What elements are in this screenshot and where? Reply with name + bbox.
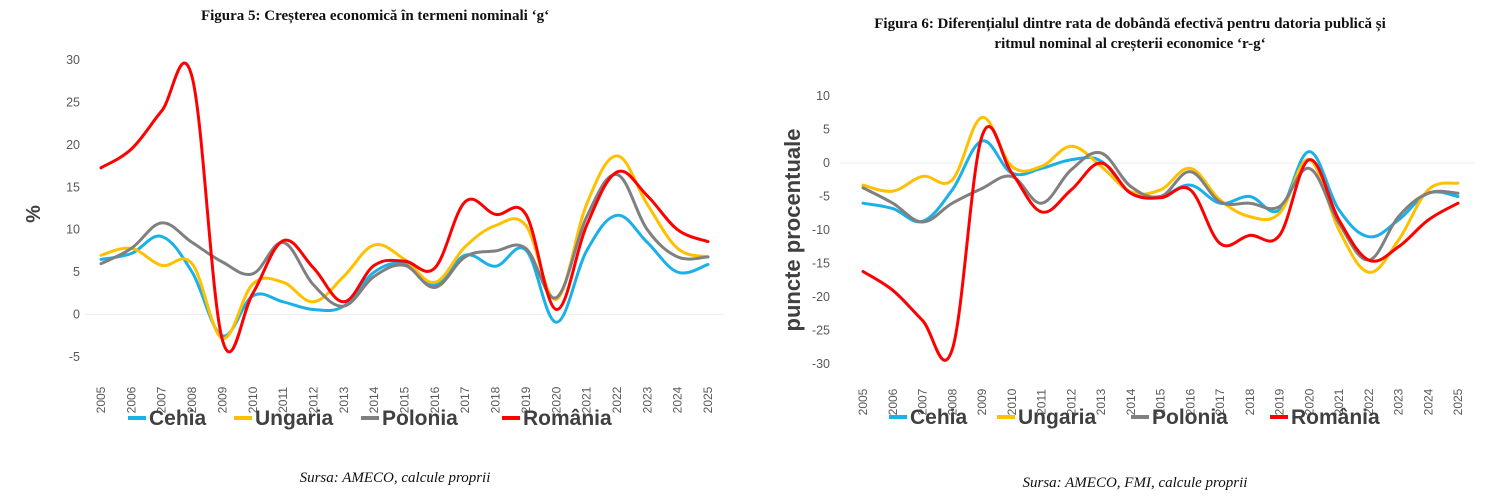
legend-item-polonia: Polonia: [1131, 406, 1228, 429]
x-tick-label: 2020: [549, 386, 563, 413]
y-tick-label: -10: [812, 223, 830, 237]
y-tick-label: 5: [823, 123, 830, 137]
legend-item-cehia: Cehia: [128, 407, 207, 430]
x-tick-label: 2012: [1064, 388, 1078, 415]
legend-label: Ungaria: [1018, 406, 1097, 429]
y-tick-label: 0: [73, 308, 80, 322]
x-tick-label: 2013: [337, 386, 351, 413]
x-tick-label: 2022: [1362, 388, 1376, 415]
x-tick-label: 2015: [1154, 388, 1168, 415]
left-chart-title: Figura 5: Creșterea economică în termeni…: [200, 8, 550, 24]
x-tick-label: 2024: [1421, 388, 1435, 415]
series-line-ungaria: [861, 115, 1460, 274]
x-tick-label: 2005: [856, 388, 870, 415]
y-tick-label: 10: [816, 89, 830, 103]
x-tick-label: 2008: [945, 388, 959, 415]
right-chart: 10 5 0 -5 -10 -15 -20 -25 -30 2005 2006 2007 2008 200…: [780, 89, 1475, 429]
x-tick-label: 2020: [1302, 388, 1316, 415]
series-line-ungaria: [99, 154, 710, 340]
y-tick-label: 20: [66, 138, 80, 152]
legend-label: Cehia: [910, 406, 968, 429]
x-tick-label: 2011: [276, 387, 290, 413]
x-tick-label: 2017: [1213, 388, 1227, 415]
x-tick-label: 2025: [701, 386, 715, 413]
y-tick-label: 30: [66, 53, 80, 67]
series-line-polonia: [99, 173, 710, 308]
legend-item-ungaria: Ungaria: [997, 406, 1097, 429]
x-tick-label: 2023: [1392, 388, 1406, 415]
x-tick-label: 2022: [610, 386, 624, 413]
x-tick-label: 2009: [215, 386, 229, 413]
legend-item-romnia: România: [1270, 406, 1380, 429]
x-tick-label: 2015: [398, 386, 412, 413]
y-tick-label: -20: [812, 290, 830, 304]
legend-label: România: [523, 407, 612, 430]
series-line-polonia: [861, 150, 1460, 262]
x-tick-label: 2025: [1451, 388, 1465, 415]
y-axis-label: puncte procentuale: [780, 129, 805, 332]
x-tick-label: 2010: [1005, 388, 1019, 415]
right-chart-title: Figura 6: Diferențialul dintre rata de d…: [760, 14, 1500, 54]
right-chart-source: Sursa: AMECO, FMI, calcule proprii: [1022, 475, 1248, 491]
x-tick-label: 2014: [1124, 388, 1138, 415]
legend-item-cehia: Cehia: [889, 406, 968, 429]
legend-item-ungaria: Ungaria: [234, 407, 334, 430]
x-tick-label: 2011: [1035, 389, 1049, 415]
series-line-cehia: [99, 213, 710, 338]
x-tick-label: 2018: [489, 386, 503, 413]
x-tick-label: 2016: [428, 386, 442, 413]
y-tick-label: 10: [66, 223, 80, 237]
y-tick-label: -30: [812, 357, 830, 371]
y-axis-label: %: [23, 205, 45, 223]
y-tick-label: 15: [66, 180, 80, 194]
x-tick-label: 2012: [307, 386, 321, 413]
y-tick-label: -25: [812, 324, 830, 338]
x-tick-label: 2008: [185, 386, 199, 413]
x-tick-label: 2016: [1183, 388, 1197, 415]
right-chart-title-line-2: ritmul nominal al creșterii economice ‘r…: [994, 36, 1266, 52]
x-tick-label: 2006: [886, 388, 900, 415]
x-tick-label: 2006: [124, 386, 138, 413]
series-line-romnia: [861, 125, 1460, 362]
x-tick-label: 2005: [94, 386, 108, 413]
y-tick-label: 25: [66, 95, 80, 109]
x-tick-label: 2013: [1094, 388, 1108, 415]
x-tick-label: 2014: [367, 386, 381, 413]
x-tick-label: 2010: [246, 386, 260, 413]
y-tick-label: -15: [812, 257, 830, 271]
y-tick-label: -5: [819, 190, 830, 204]
legend-label: Polonia: [1152, 406, 1228, 429]
y-tick-label: 0: [823, 156, 830, 170]
legend-label: Ungaria: [255, 407, 334, 430]
x-tick-label: 2007: [155, 386, 169, 413]
x-tick-label: 2018: [1243, 388, 1257, 415]
left-chart-source: Sursa: AMECO, calcule proprii: [299, 470, 491, 486]
x-tick-label: 2009: [975, 388, 989, 415]
x-tick-label: 2021: [1332, 388, 1346, 415]
legend-label: România: [1291, 406, 1380, 429]
x-tick-label: 2019: [519, 386, 533, 413]
series-line-romnia: [99, 61, 710, 354]
legend-label: Cehia: [149, 407, 207, 430]
y-tick-label: 5: [73, 265, 80, 279]
x-tick-label: 2017: [458, 386, 472, 413]
y-tick-label: -5: [69, 350, 80, 364]
x-tick-label: 2007: [916, 388, 930, 415]
x-tick-label: 2021: [580, 386, 594, 413]
x-tick-label: 2024: [671, 386, 685, 413]
legend-item-romnia: România: [502, 407, 612, 430]
x-tick-label: 2019: [1273, 388, 1287, 415]
legend-item-polonia: Polonia: [361, 407, 458, 430]
x-tick-label: 2023: [640, 386, 654, 413]
legend-label: Polonia: [382, 407, 458, 430]
right-chart-title-line-1: Figura 6: Diferențialul dintre rata de d…: [874, 16, 1386, 32]
